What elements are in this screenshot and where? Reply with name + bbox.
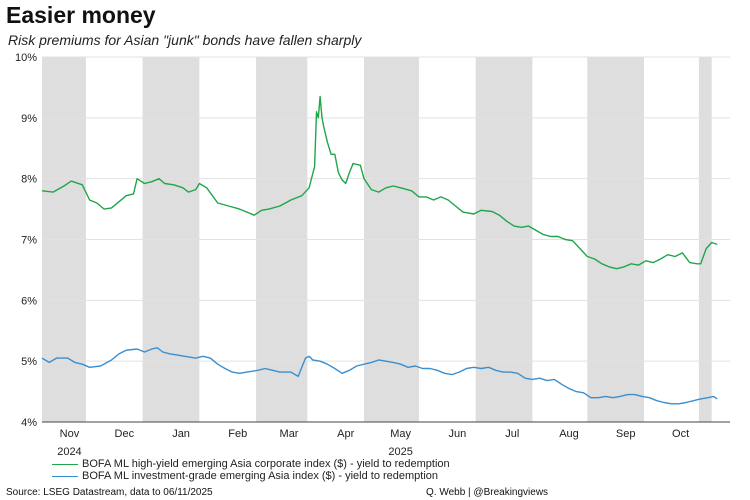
legend-label-investment-grade: BOFA ML investment-grade emerging Asia i… (82, 470, 439, 482)
series-line-investment-grade (41, 347, 718, 405)
axes: 10% 9% 8% 7% 6% 5% 4% Nov Dec Jan Feb Mar Apr May Jun J… (15, 52, 730, 458)
chart-title: Easier money (6, 2, 156, 28)
y-tick-label: 8% (21, 174, 37, 186)
legend-label-high-yield: BOFA ML high-yield emerging Asia corpora… (82, 458, 450, 470)
y-tick-label: 10% (15, 52, 37, 64)
y-tick-label: 9% (21, 113, 37, 125)
y-tick-label: 6% (21, 295, 37, 307)
x-tick-label: Jun (448, 428, 466, 440)
x-tick-label: Nov (60, 428, 80, 440)
x-tick-label: Sep (616, 428, 636, 440)
x-tick-label: Apr (337, 428, 354, 440)
legend-swatch-investment-grade (52, 475, 78, 477)
x-tick-label: Jul (505, 428, 519, 440)
legend: BOFA ML high-yield emerging Asia corpora… (52, 458, 450, 482)
legend-item-investment-grade: BOFA ML investment-grade emerging Asia i… (52, 470, 450, 482)
x-tick-label: Dec (115, 428, 135, 440)
legend-item-high-yield: BOFA ML high-yield emerging Asia corpora… (52, 458, 450, 470)
x-tick-label: Feb (228, 428, 247, 440)
x-tick-label: Mar (280, 428, 299, 440)
chart-subtitle: Risk premiums for Asian "junk" bonds hav… (8, 32, 362, 48)
y-tick-label: 7% (21, 235, 37, 247)
series-line-high-yield (41, 95, 718, 270)
x-tick-label: Aug (559, 428, 579, 440)
y-tick-label: 5% (21, 356, 37, 368)
x-tick-label: Jan (172, 428, 190, 440)
x-year-label: 2024 (57, 446, 81, 458)
y-tick-label: 4% (21, 417, 37, 429)
x-tick-label: Oct (672, 428, 689, 440)
legend-swatch-high-yield (52, 463, 78, 465)
x-tick-label: May (390, 428, 411, 440)
credit-note: Q. Webb | @Breakingviews (426, 487, 549, 498)
source-note: Source: LSEG Datastream, data to 06/11/2… (6, 487, 213, 498)
x-year-label: 2025 (388, 446, 412, 458)
series-lines (41, 95, 718, 405)
